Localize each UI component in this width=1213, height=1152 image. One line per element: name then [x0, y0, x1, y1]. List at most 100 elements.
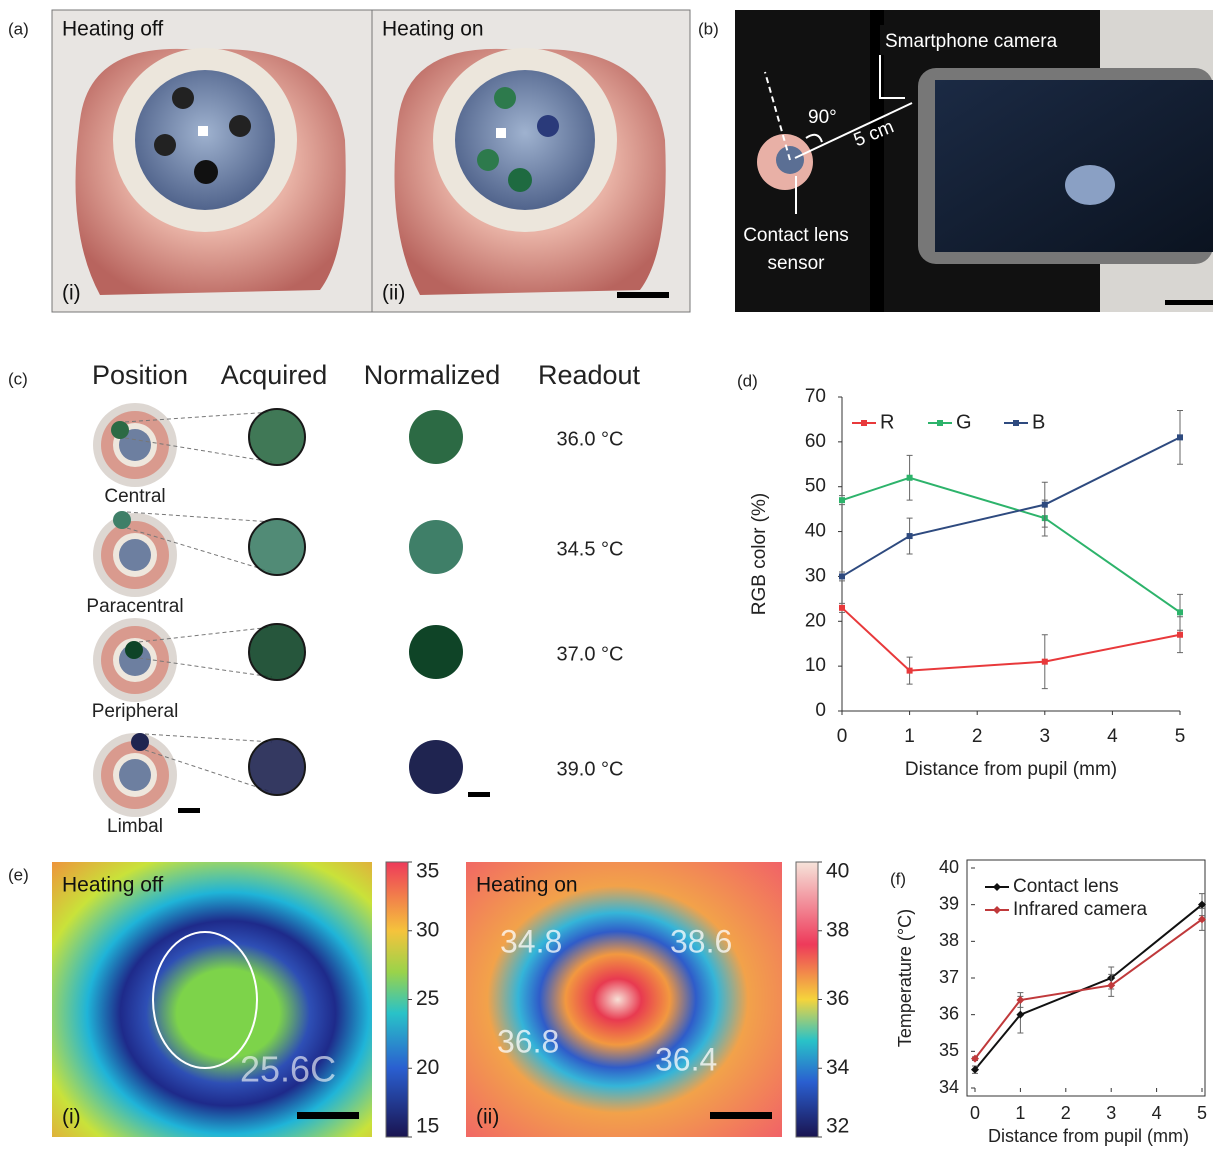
marker [1041, 658, 1048, 665]
column-header: Normalized [364, 360, 501, 390]
normalized-spot [409, 740, 463, 794]
legend-label: B [1032, 411, 1045, 433]
panel-label: (c) [8, 369, 28, 388]
marker [1198, 900, 1206, 909]
legend-label: R [880, 411, 894, 433]
annotation: Smartphone camera [885, 31, 1058, 52]
thermal-image [466, 862, 782, 1137]
marker [861, 420, 867, 426]
scale-bar [710, 1112, 772, 1119]
sensor-dot [131, 733, 149, 751]
scale-bar [178, 808, 200, 813]
marker [971, 1054, 979, 1063]
readout: 37.0 °C [557, 643, 624, 665]
photo-title: Heating on [476, 874, 578, 897]
y-tick-label: 40 [805, 521, 826, 542]
marker [906, 474, 913, 481]
y-tick-label: 0 [815, 700, 826, 721]
phone-preview [1065, 165, 1115, 205]
x-axis-label: Distance from pupil (mm) [988, 1126, 1189, 1146]
normal-line [764, 71, 791, 161]
zoom-line [138, 657, 273, 678]
position-label: Peripheral [92, 701, 179, 722]
reading: 25.6C [240, 1049, 336, 1090]
plot-frame [966, 859, 1206, 1097]
distance-line [794, 102, 913, 159]
marker [1177, 631, 1183, 638]
legend-label: Infrared camera [1013, 899, 1148, 920]
zoom-line [144, 733, 273, 743]
legend-label: G [956, 411, 972, 433]
panel-label: (b) [698, 19, 719, 38]
y-tick-label: 30 [805, 565, 826, 586]
colorbar [795, 861, 819, 1138]
y-tick-label: 39 [939, 893, 959, 913]
eye-icon [119, 759, 151, 791]
photo-sub: (i) [62, 282, 81, 305]
colorbar-label: 38 [826, 918, 849, 941]
zoom-line [124, 437, 273, 463]
acquired-spot [248, 623, 306, 681]
x-tick-label: 5 [1197, 1103, 1207, 1123]
marker [906, 667, 913, 674]
zoom-line [126, 527, 273, 573]
y-axis-label: Temperature (°C) [895, 909, 915, 1047]
acquired-spot [248, 738, 306, 796]
y-tick-label: 35 [939, 1040, 959, 1060]
zoom-line [144, 749, 273, 793]
colorbar-label: 35 [416, 860, 439, 883]
marker [1041, 501, 1048, 508]
marker [1198, 915, 1206, 924]
annotation: 90° [808, 107, 837, 128]
label-bg [880, 25, 1060, 55]
position-label: Paracentral [86, 596, 183, 617]
reading: 38.6 [670, 923, 732, 959]
series-line [841, 607, 1181, 672]
y-tick-label: 38 [939, 930, 959, 950]
acquired-spot [248, 518, 306, 576]
series-line [974, 918, 1203, 1060]
marker [1016, 996, 1025, 1004]
x-tick-label: 2 [972, 726, 983, 747]
series-line [974, 903, 1203, 1071]
y-tick-label: 60 [805, 431, 826, 452]
y-tick-label: 20 [805, 610, 826, 631]
photo-title: Heating off [62, 18, 163, 41]
thermal-image [52, 862, 372, 1137]
normalized-spot [409, 520, 463, 574]
annotation: Contact lens [743, 225, 849, 246]
colorbar-label: 25 [416, 987, 439, 1010]
y-axis-label: RGB color (%) [749, 493, 770, 615]
marker [839, 604, 845, 611]
readout: 39.0 °C [557, 758, 624, 780]
normalized-spot [409, 410, 463, 464]
series-line [841, 436, 1181, 578]
column-header: Position [92, 360, 188, 390]
x-tick-label: 0 [970, 1103, 980, 1123]
reading: 36.4 [655, 1041, 717, 1077]
y-tick-label: 36 [939, 1003, 959, 1023]
scale-bar [468, 792, 490, 797]
reading: 34.8 [500, 923, 562, 959]
marker [1016, 1010, 1025, 1019]
x-tick-label: 1 [1015, 1103, 1025, 1123]
panel-label: (d) [737, 371, 758, 390]
scale-bar [617, 292, 669, 298]
acquired-spot [248, 408, 306, 466]
sensor-dot [113, 511, 131, 529]
marker [906, 533, 913, 540]
readout: 36.0 °C [557, 428, 624, 450]
photo-sub: (i) [62, 1106, 81, 1129]
scale-bar [297, 1112, 359, 1119]
zoom-line [124, 411, 273, 423]
photo-sub: (ii) [382, 282, 405, 305]
marker [1177, 609, 1183, 616]
series-line [841, 476, 1181, 614]
zoom-line [126, 511, 273, 523]
marker [971, 1065, 979, 1074]
stand [870, 10, 884, 312]
sensor-dot [111, 421, 129, 439]
position-label: Central [104, 486, 165, 507]
column-header: Acquired [221, 360, 328, 390]
